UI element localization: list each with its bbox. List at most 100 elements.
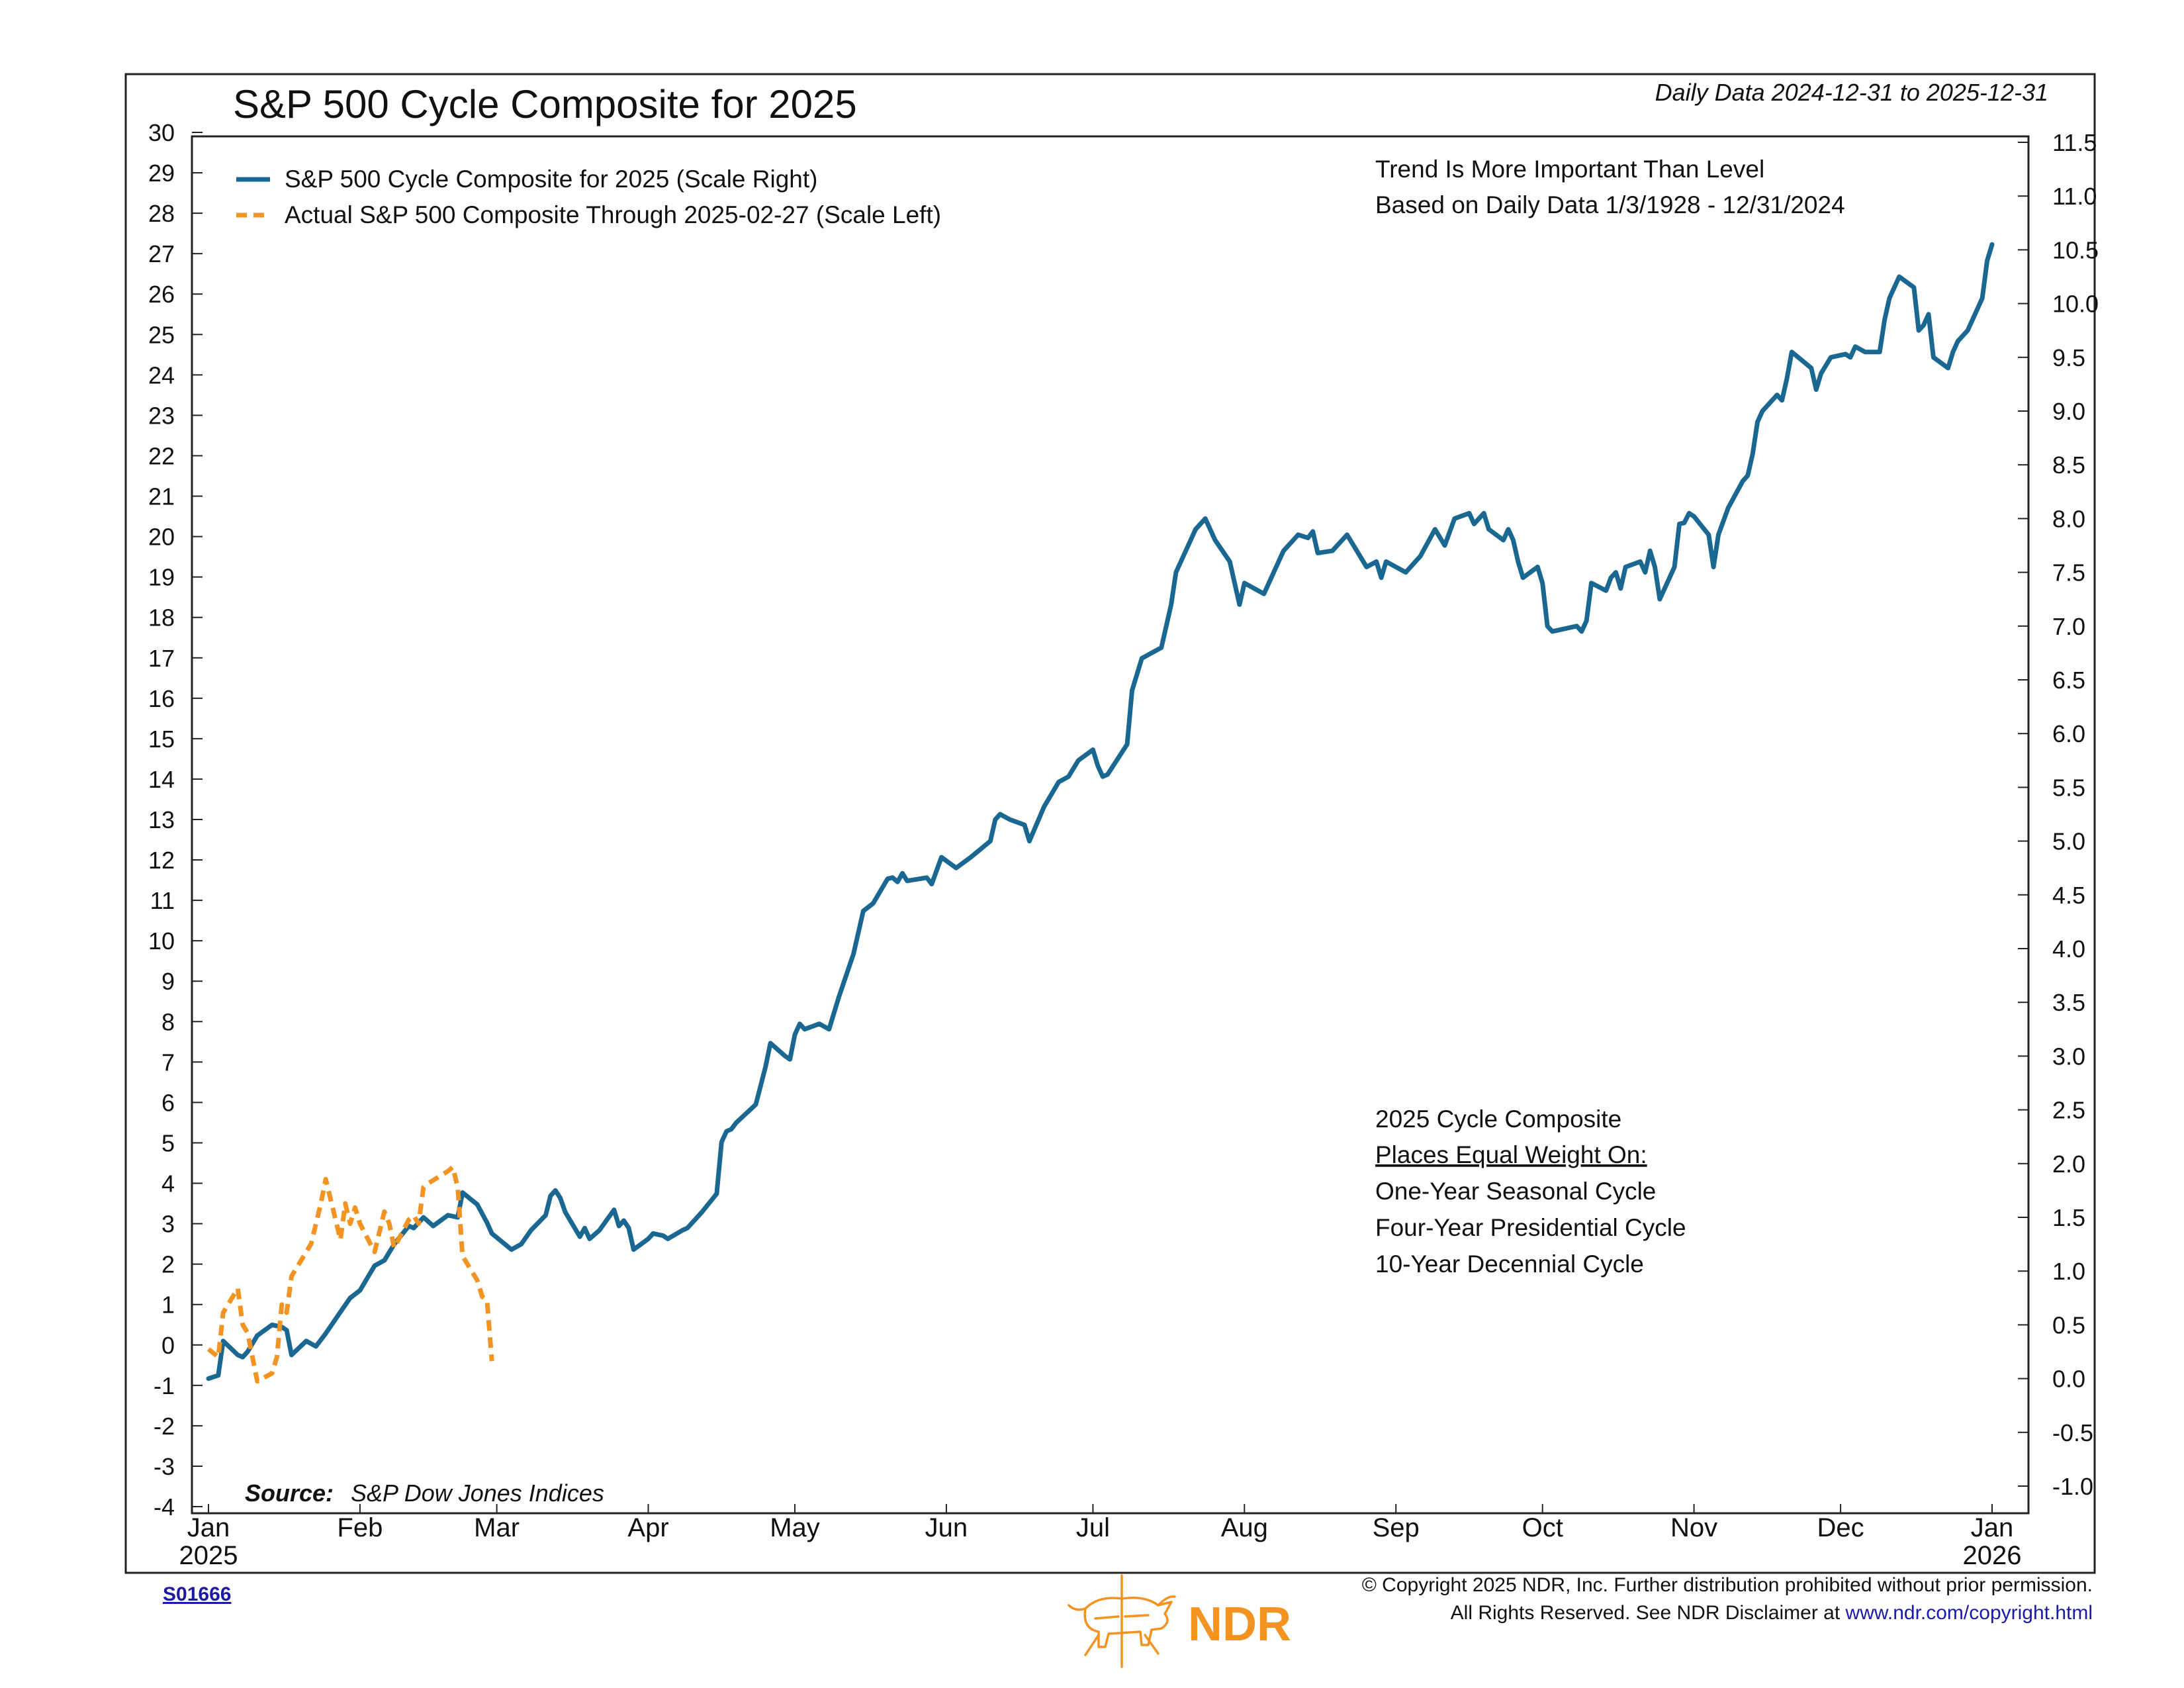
right-tick-label: 6.0: [2052, 720, 2085, 747]
composite-heading: 2025 Cycle Composite: [1375, 1105, 1621, 1133]
right-tick-label: -1.0: [2052, 1473, 2093, 1500]
right-tick-label: 3.0: [2052, 1043, 2085, 1070]
left-tick-label: 25: [148, 321, 175, 348]
left-tick-label: 4: [161, 1170, 175, 1197]
left-tick-label: 16: [148, 685, 175, 712]
left-tick-label: 12: [148, 847, 175, 874]
right-tick-label: -0.5: [2052, 1419, 2093, 1446]
left-tick-label: 5: [161, 1129, 175, 1156]
x-tick-label: Sep: [1373, 1513, 1420, 1542]
left-tick-label: -2: [154, 1413, 175, 1440]
series-layer: [206, 242, 1995, 1384]
outer-frame: [124, 73, 2096, 1574]
ndr-logo-text: NDR: [1188, 1598, 1291, 1651]
ndr-logo: NDR: [1068, 1574, 1291, 1668]
left-tick-label: 18: [148, 604, 175, 632]
right-tick-label: 5.5: [2052, 774, 2085, 801]
left-tick-label: 1: [161, 1291, 175, 1319]
date-range: Daily Data 2024-12-31 to 2025-12-31: [1655, 79, 2048, 106]
x-tick-label: Jun: [925, 1513, 968, 1542]
left-tick-label: 19: [148, 564, 175, 591]
copyright-line-2-text: All Rights Reserved. See NDR Disclaimer …: [1450, 1602, 1846, 1624]
note-line-1: Trend Is More Important Than Level: [1375, 156, 1764, 183]
x-tick-label: Oct: [1522, 1513, 1563, 1542]
left-tick-label: 11: [150, 887, 175, 914]
x-tick-label: 2025: [179, 1541, 238, 1570]
x-tick-label: Feb: [337, 1513, 383, 1542]
x-tick-label: Jan: [1971, 1513, 2014, 1542]
right-tick-label: 8.5: [2052, 451, 2085, 479]
x-tick-label: Apr: [627, 1513, 668, 1542]
legend-actual-label: Actual S&P 500 Composite Through 2025-02…: [285, 201, 941, 228]
right-tick-label: 10.5: [2052, 236, 2099, 263]
right-tick-label: 8.0: [2052, 505, 2085, 532]
x-tick-label: May: [770, 1513, 820, 1542]
right-tick-label: 4.0: [2052, 935, 2085, 962]
copyright-line-2: All Rights Reserved. See NDR Disclaimer …: [1362, 1599, 2093, 1627]
cycle-composite-line: [206, 242, 1995, 1382]
left-tick-label: 17: [148, 645, 175, 672]
copyright-line-1: © Copyright 2025 NDR, Inc. Further distr…: [1361, 1574, 2093, 1596]
x-tick-label: Mar: [474, 1513, 520, 1542]
left-tick-label: 8: [161, 1008, 175, 1035]
left-tick-label: 10: [148, 927, 175, 955]
legend: S&P 500 Cycle Composite for 2025 (Scale …: [236, 165, 941, 228]
left-tick-label: 13: [148, 806, 175, 833]
right-tick-label: 2.5: [2052, 1097, 2085, 1124]
right-tick-label: 10.0: [2052, 291, 2099, 318]
left-tick-label: -3: [154, 1453, 175, 1480]
source-text: S&P Dow Jones Indices: [351, 1479, 604, 1507]
right-tick-label: 6.5: [2052, 667, 2085, 694]
left-tick-label: -1: [154, 1372, 175, 1399]
right-tick-label: 7.5: [2052, 559, 2085, 586]
note-line-2: Based on Daily Data 1/3/1928 - 12/31/202…: [1375, 191, 1845, 218]
left-tick-label: 3: [161, 1211, 175, 1238]
left-tick-label: 21: [148, 483, 175, 510]
left-tick-label: 27: [148, 240, 175, 267]
right-tick-label: 11.5: [2052, 129, 2097, 156]
left-tick-label: 15: [148, 726, 175, 753]
x-tick-label: Dec: [1817, 1513, 1864, 1542]
left-tick-label: 29: [148, 160, 175, 187]
composite-item-3: 10-Year Decennial Cycle: [1375, 1250, 1644, 1278]
x-tick-label: Nov: [1670, 1513, 1717, 1542]
right-tick-label: 11.0: [2052, 183, 2097, 210]
copyright-link[interactable]: www.ndr.com/copyright.html: [1845, 1602, 2093, 1624]
left-axis: -4-3-2-101234567891011121314151617181920…: [148, 119, 203, 1521]
actual-sp500-line: [206, 1164, 494, 1384]
left-tick-label: 23: [148, 402, 175, 429]
x-tick-label: Jan: [187, 1513, 230, 1542]
composite-item-1: One-Year Seasonal Cycle: [1375, 1178, 1656, 1205]
source-label: Source:: [245, 1479, 334, 1507]
left-tick-label: 6: [161, 1089, 175, 1116]
left-tick-label: 20: [148, 524, 175, 551]
right-tick-label: 1.5: [2052, 1204, 2085, 1231]
left-tick-label: 0: [161, 1332, 175, 1359]
right-tick-label: 5.0: [2052, 828, 2085, 855]
chart-id[interactable]: S01666: [163, 1583, 232, 1605]
right-tick-label: 7.0: [2052, 613, 2085, 640]
right-axis: -1.0 -0.5 0.0 0.5 1.0 1.5 2.0 2.5 3.0 3.5 4.0 4.5 5.…: [2018, 129, 2099, 1500]
left-tick-label: -4: [154, 1493, 175, 1521]
left-tick-label: 2: [161, 1251, 175, 1278]
left-tick-label: 22: [148, 442, 175, 469]
bull-icon: [1068, 1574, 1176, 1668]
plot-area: [191, 135, 2030, 1515]
chart-title: S&P 500 Cycle Composite for 2025: [233, 82, 857, 126]
right-tick-label: 9.5: [2052, 344, 2085, 371]
x-tick-label: 2026: [1963, 1541, 2022, 1570]
left-tick-label: 9: [161, 968, 175, 995]
left-tick-label: 26: [148, 281, 175, 308]
legend-composite-label: S&P 500 Cycle Composite for 2025 (Scale …: [285, 165, 818, 193]
left-tick-label: 28: [148, 200, 175, 227]
right-tick-label: 9.0: [2052, 398, 2085, 425]
left-tick-label: 14: [148, 766, 175, 793]
left-tick-label: 7: [161, 1049, 175, 1076]
composite-subheading: Places Equal Weight On:: [1375, 1141, 1647, 1168]
right-tick-label: 0.0: [2052, 1366, 2085, 1393]
x-tick-label: Aug: [1221, 1513, 1268, 1542]
right-tick-label: 2.0: [2052, 1150, 2085, 1178]
composite-item-2: Four-Year Presidential Cycle: [1375, 1214, 1686, 1241]
